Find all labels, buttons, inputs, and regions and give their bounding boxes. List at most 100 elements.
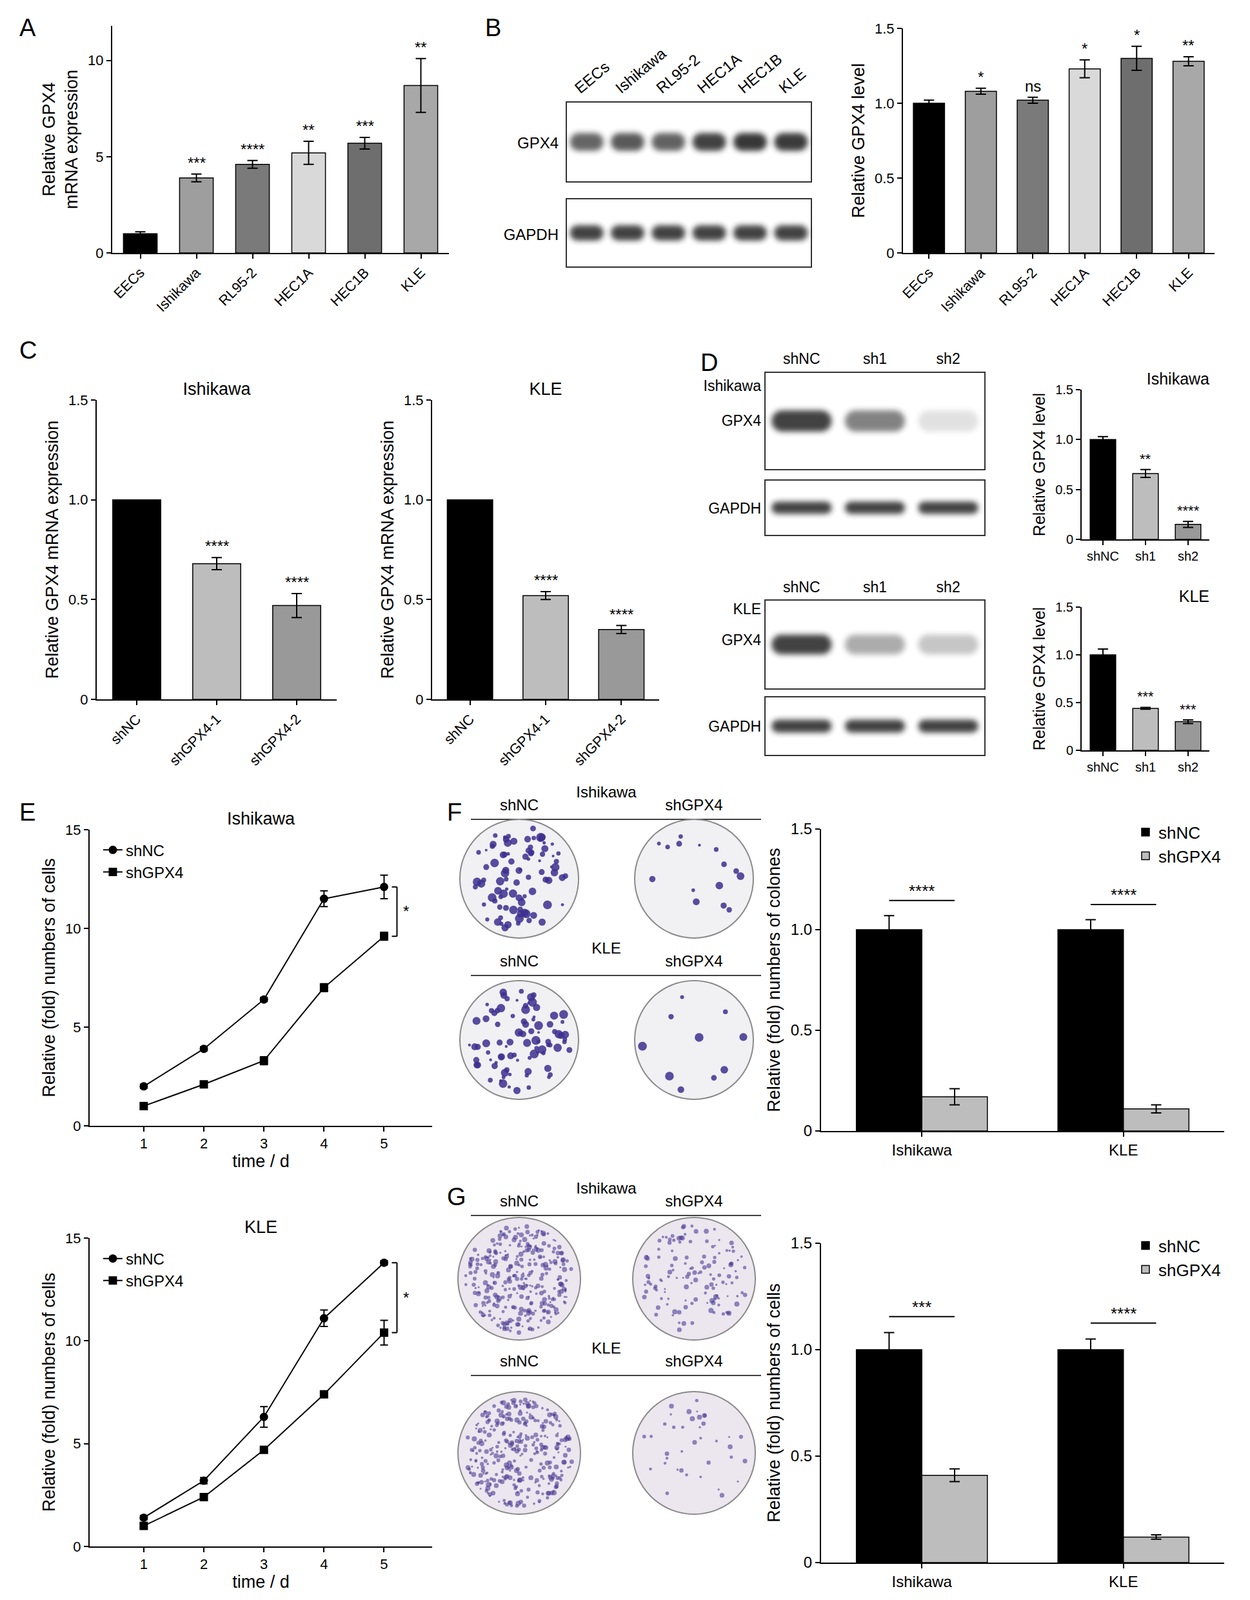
svg-text:****: **** <box>1110 1303 1137 1323</box>
svg-text:Relative GPX4mRNA expression: Relative GPX4mRNA expression <box>39 69 82 209</box>
svg-text:GPX4: GPX4 <box>721 412 762 429</box>
svg-text:1: 1 <box>139 1135 148 1152</box>
svg-text:E: E <box>19 798 36 826</box>
svg-text:0.5: 0.5 <box>790 1021 813 1039</box>
svg-text:A: A <box>19 14 37 42</box>
svg-text:GPX4: GPX4 <box>721 631 762 649</box>
svg-text:Relative GPX4 level: Relative GPX4 level <box>1030 606 1049 751</box>
svg-text:shGPX4: shGPX4 <box>664 1351 723 1370</box>
svg-text:1.0: 1.0 <box>790 1340 813 1358</box>
svg-text:***: *** <box>1137 688 1154 705</box>
svg-text:RL95-2: RL95-2 <box>652 50 704 97</box>
svg-text:**: ** <box>414 38 427 57</box>
svg-text:shNC: shNC <box>499 1351 539 1370</box>
svg-text:Ishikawa: Ishikawa <box>1146 369 1210 388</box>
svg-text:0: 0 <box>72 1538 81 1555</box>
svg-text:sh2: sh2 <box>936 578 961 596</box>
svg-text:shGPX4: shGPX4 <box>125 863 184 882</box>
svg-text:Ishikawa: Ishikawa <box>182 379 251 399</box>
svg-text:ns: ns <box>1024 77 1042 95</box>
svg-text:shGPX4: shGPX4 <box>1158 846 1221 867</box>
svg-text:EECs: EECs <box>899 264 936 302</box>
svg-text:shNC: shNC <box>499 952 539 970</box>
svg-text:KLE: KLE <box>1108 1140 1138 1159</box>
svg-text:Relative GPX4 mRNA expression: Relative GPX4 mRNA expression <box>377 420 398 680</box>
svg-text:0: 0 <box>415 691 424 708</box>
svg-text:*: * <box>1133 26 1140 44</box>
svg-text:4: 4 <box>319 1135 328 1152</box>
svg-text:shGPX4-1: shGPX4-1 <box>495 710 553 769</box>
svg-text:0.5: 0.5 <box>874 170 895 187</box>
svg-text:sh1: sh1 <box>1135 759 1156 774</box>
svg-text:shGPX4: shGPX4 <box>664 952 723 970</box>
svg-text:1.0: 1.0 <box>68 491 89 508</box>
svg-text:0: 0 <box>1066 743 1074 758</box>
svg-text:1.0: 1.0 <box>1055 432 1074 447</box>
svg-text:Ishikawa: Ishikawa <box>575 1179 637 1197</box>
svg-text:KLE: KLE <box>591 1339 621 1357</box>
svg-text:shNC: shNC <box>1086 548 1120 564</box>
svg-text:KLE: KLE <box>1165 264 1196 295</box>
svg-text:GAPDH: GAPDH <box>503 225 559 244</box>
svg-text:***: *** <box>1179 701 1197 718</box>
svg-text:****: **** <box>534 571 558 589</box>
svg-text:*: * <box>403 1288 409 1307</box>
svg-text:shNC: shNC <box>125 841 165 860</box>
svg-text:0: 0 <box>95 245 104 262</box>
svg-text:KLE: KLE <box>244 1217 278 1237</box>
svg-text:time / d: time / d <box>232 1151 290 1171</box>
svg-text:shNC: shNC <box>125 1250 165 1268</box>
svg-text:shNC: shNC <box>107 710 145 748</box>
svg-text:Ishikawa: Ishikawa <box>227 808 296 829</box>
svg-text:shGPX4-2: shGPX4-2 <box>246 710 304 769</box>
svg-text:10: 10 <box>65 920 81 937</box>
svg-text:5: 5 <box>95 148 104 166</box>
svg-text:1.5: 1.5 <box>790 1233 813 1252</box>
svg-text:EECs: EECs <box>110 264 148 302</box>
svg-text:1.5: 1.5 <box>68 392 89 409</box>
svg-text:GPX4: GPX4 <box>517 134 559 152</box>
svg-text:4: 4 <box>319 1555 328 1572</box>
svg-text:*: * <box>1081 39 1088 58</box>
svg-text:1.5: 1.5 <box>1055 599 1074 615</box>
svg-text:shGPX4-2: shGPX4-2 <box>570 710 629 769</box>
svg-text:**: ** <box>1139 450 1152 467</box>
svg-text:C: C <box>19 336 37 364</box>
svg-text:Relative GPX4 level: Relative GPX4 level <box>848 63 869 219</box>
svg-text:shNC: shNC <box>783 350 821 368</box>
svg-text:0: 0 <box>72 1117 81 1134</box>
svg-text:0.5: 0.5 <box>68 591 89 608</box>
svg-text:EECs: EECs <box>571 58 613 97</box>
svg-text:3: 3 <box>259 1555 268 1572</box>
svg-text:sh1: sh1 <box>863 350 887 368</box>
svg-text:0: 0 <box>803 1121 813 1140</box>
svg-text:shNC: shNC <box>499 795 539 814</box>
svg-text:0.5: 0.5 <box>790 1446 813 1465</box>
svg-text:D: D <box>700 348 718 377</box>
svg-text:sh1: sh1 <box>1135 548 1156 564</box>
svg-text:*: * <box>403 902 409 920</box>
svg-text:Relative (fold) numbers of cel: Relative (fold) numbers of cells <box>764 1282 784 1523</box>
svg-text:1.5: 1.5 <box>874 20 895 37</box>
svg-text:15: 15 <box>65 1230 81 1247</box>
svg-text:1.5: 1.5 <box>1055 382 1074 397</box>
svg-text:15: 15 <box>65 821 81 838</box>
svg-text:0: 0 <box>803 1553 813 1571</box>
svg-text:KLE: KLE <box>397 264 429 295</box>
svg-text:shGPX4-1: shGPX4-1 <box>166 710 224 769</box>
svg-text:HEC1B: HEC1B <box>327 264 373 310</box>
svg-text:HEC1A: HEC1A <box>694 50 745 97</box>
svg-text:KLE: KLE <box>775 64 809 97</box>
svg-text:5: 5 <box>379 1135 388 1152</box>
svg-text:HEC1B: HEC1B <box>1099 264 1145 310</box>
svg-text:RL95-2: RL95-2 <box>995 264 1041 309</box>
svg-text:0: 0 <box>886 245 894 262</box>
svg-text:****: **** <box>1177 502 1200 519</box>
svg-text:****: **** <box>609 605 634 624</box>
svg-text:shGPX4: shGPX4 <box>1158 1260 1221 1280</box>
svg-text:1.0: 1.0 <box>874 95 895 112</box>
svg-text:Ishikawa: Ishikawa <box>703 377 762 395</box>
svg-text:time / d: time / d <box>232 1571 290 1592</box>
svg-text:1: 1 <box>139 1555 148 1572</box>
svg-text:Ishikawa: Ishikawa <box>892 1140 953 1159</box>
